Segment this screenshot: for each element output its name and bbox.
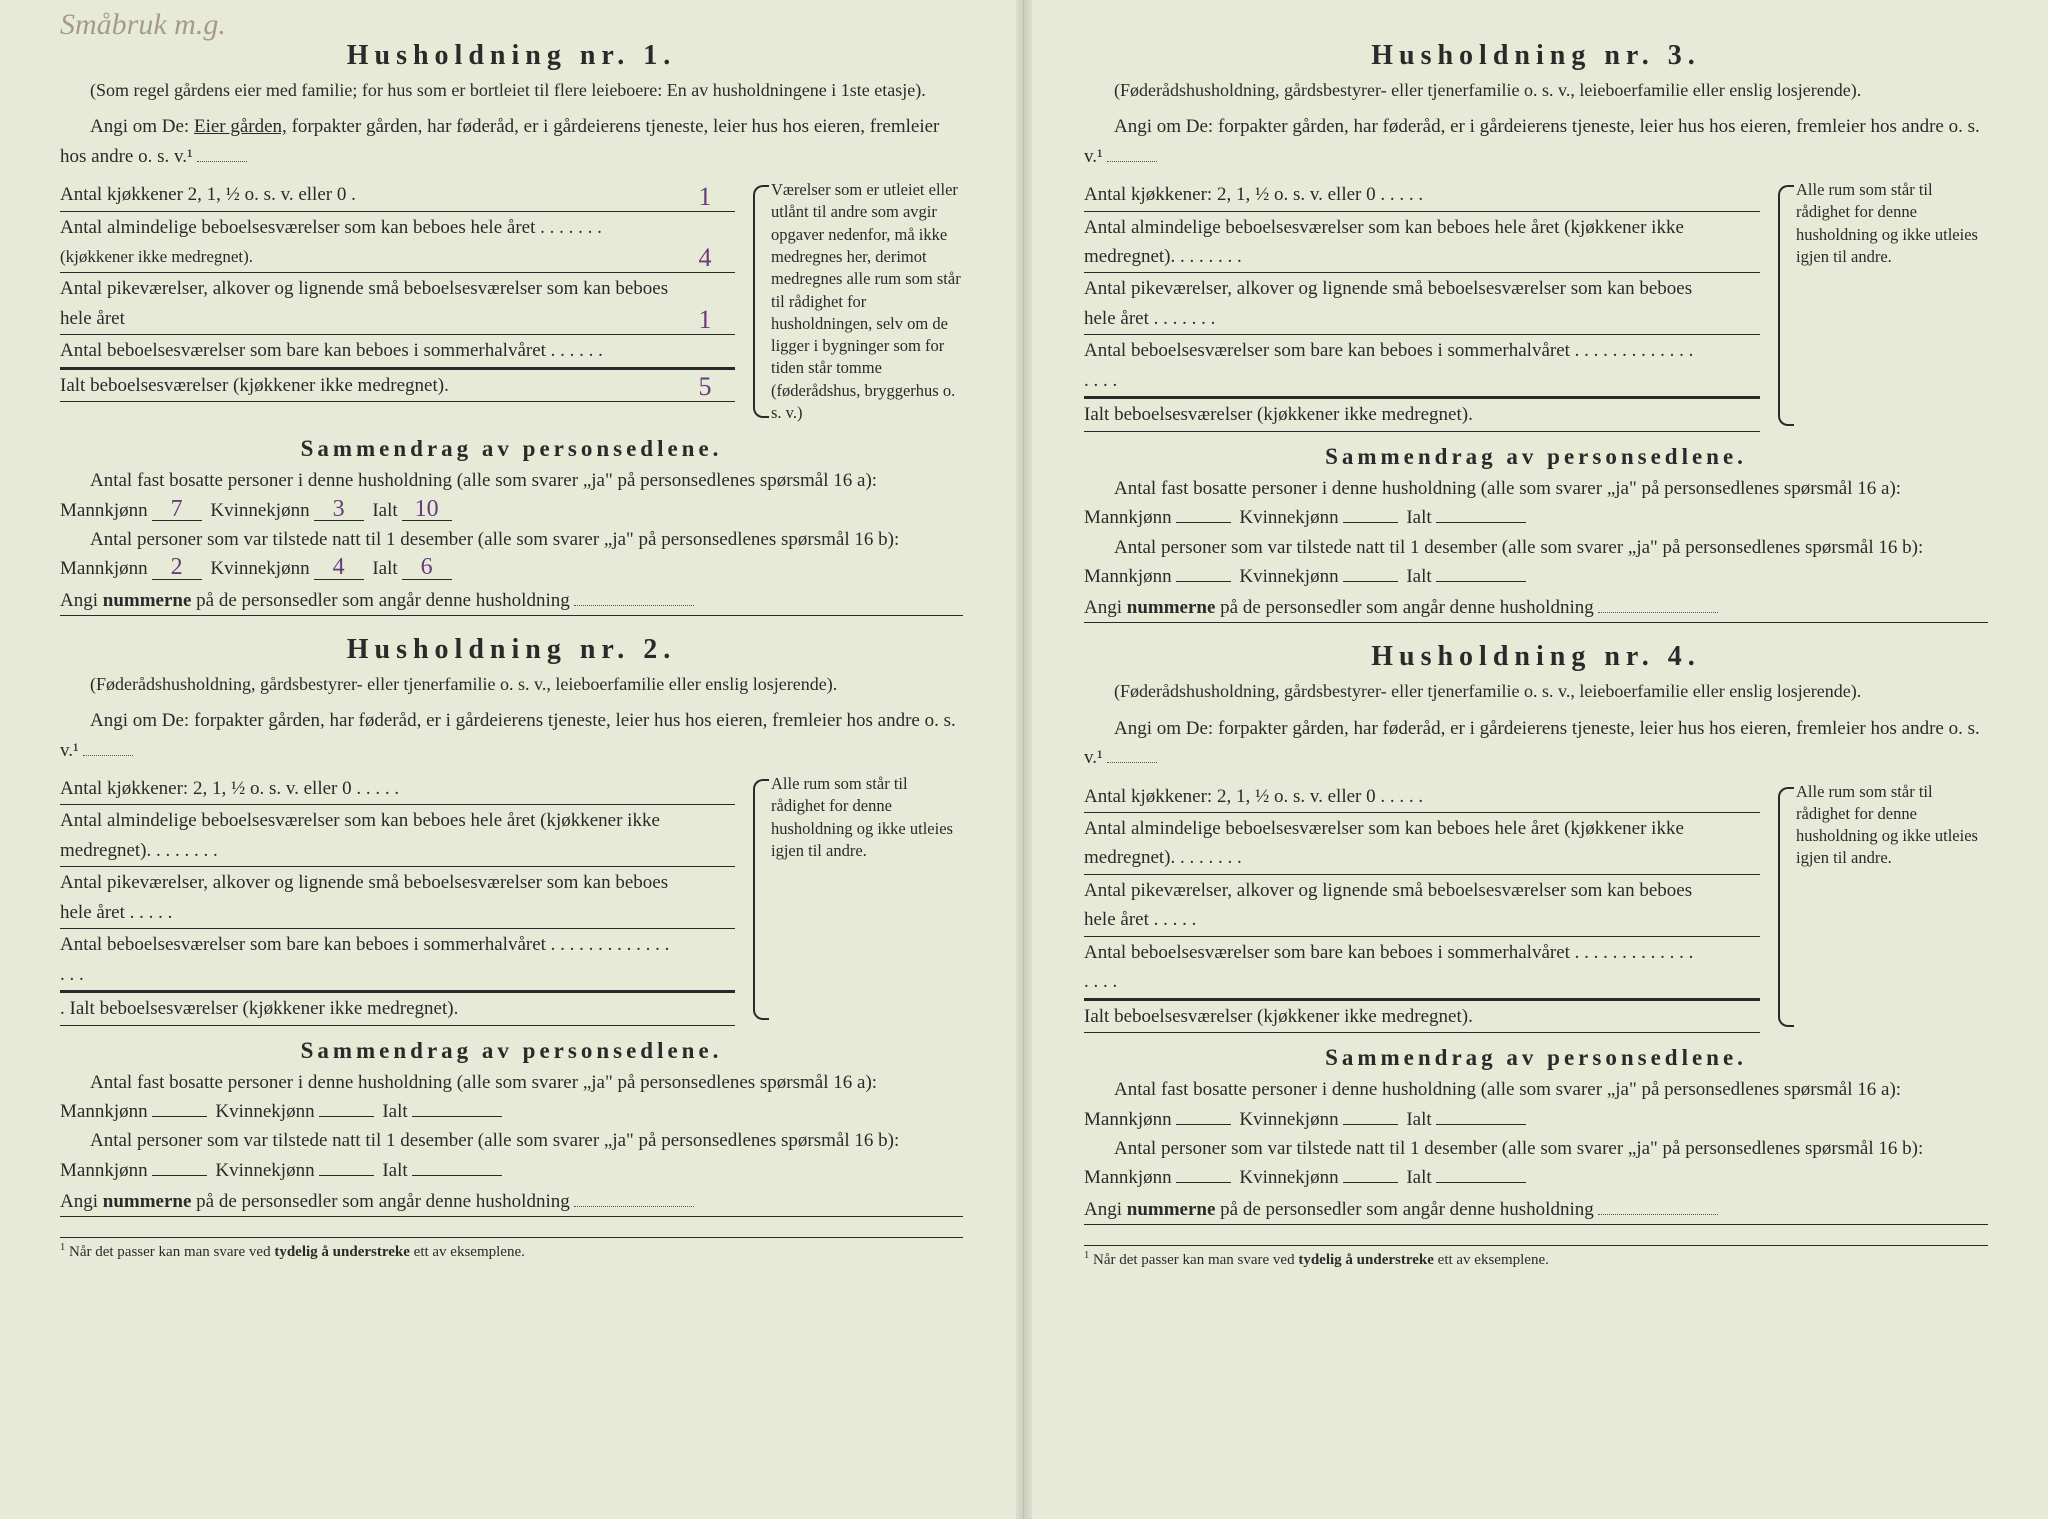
row-maid-rooms: Antal pikeværelser, alkover og lignende … <box>60 867 735 929</box>
household-3-title: Husholdning nr. 3. <box>1084 40 1988 72</box>
ialt-16b: 6 <box>402 557 452 580</box>
angi-fill <box>197 161 247 162</box>
row-ordinary-rooms: Antal almindelige beboelsesværelser som … <box>1084 813 1760 875</box>
row-ordinary-rooms: Antal almindelige beboelsesværelser som … <box>1084 212 1760 274</box>
summary-heading: Sammendrag av personsedlene. <box>60 1038 963 1064</box>
side-note: Alle rum som står til rådighet for denne… <box>1778 179 1988 432</box>
row-label: Ialt beboelsesværelser (kjøkkener ikke m… <box>60 371 675 400</box>
row-kitchens: Antal kjøkkener 2, 1, ½ o. s. v. eller 0… <box>60 179 735 211</box>
footnote-right: 1 Når det passer kan man svare ved tydel… <box>1084 1245 1988 1269</box>
row-total: Ialt beboelsesværelser (kjøkkener ikke m… <box>60 368 735 402</box>
household-1-title: Husholdning nr. 1. <box>60 40 963 72</box>
row-total: Ialt beboelsesværelser (kjøkkener ikke m… <box>1084 999 1760 1033</box>
angi-nummerne: Angi nummerne på de personsedler som ang… <box>60 1191 963 1217</box>
household-4-subtitle: (Føderådshusholdning, gårdsbestyrer- ell… <box>1084 679 1988 703</box>
household-1-subtitle: (Som regel gårdens eier med familie; for… <box>60 78 963 102</box>
summary-heading: Sammendrag av personsedlene. <box>1084 444 1988 470</box>
household-2-rows: Antal kjøkkener: 2, 1, ½ o. s. v. eller … <box>60 773 963 1026</box>
summary-16a: Antal fast bosatte personer i denne hush… <box>1084 474 1988 533</box>
kvinne-16b: 4 <box>314 557 364 580</box>
household-4-angi: Angi om De: forpakter gården, har føderå… <box>1084 714 1988 773</box>
household-3-rows: Antal kjøkkener: 2, 1, ½ o. s. v. eller … <box>1084 179 1988 432</box>
rows-container: Antal kjøkkener 2, 1, ½ o. s. v. eller 0… <box>60 179 735 424</box>
row-label: Antal almindelige beboelsesværelser som … <box>60 213 675 272</box>
angi-rest: forpakter gården, har føderåd, er i gård… <box>60 116 939 166</box>
household-4: Husholdning nr. 4. (Føderådshusholdning,… <box>1084 641 1988 1224</box>
side-note: Alle rum som står til rådighet for denne… <box>753 773 963 1026</box>
summary-heading: Sammendrag av personsedlene. <box>60 436 963 462</box>
household-4-title: Husholdning nr. 4. <box>1084 641 1988 673</box>
row-kitchens: Antal kjøkkener: 2, 1, ½ o. s. v. eller … <box>60 773 735 805</box>
row-value: 1 <box>675 307 735 333</box>
household-1: Husholdning nr. 1. (Som regel gårdens ei… <box>60 40 963 616</box>
mann-16b: 2 <box>152 557 202 580</box>
angi-nummerne: Angi nummerne på de personsedler som ang… <box>1084 597 1988 623</box>
right-page: Husholdning nr. 3. (Føderådshusholdning,… <box>1024 0 2048 1519</box>
summary-16a: Antal fast bosatte personer i denne hush… <box>1084 1075 1988 1134</box>
angi-prefix: Angi om De: <box>90 116 189 137</box>
left-page: Småbruk m.g. Husholdning nr. 1. (Som reg… <box>0 0 1024 1519</box>
household-1-rows: Antal kjøkkener 2, 1, ½ o. s. v. eller 0… <box>60 179 963 424</box>
row-kitchens: Antal kjøkkener: 2, 1, ½ o. s. v. eller … <box>1084 781 1760 813</box>
summary-16a: Antal fast bosatte personer i denne hush… <box>60 1068 963 1127</box>
row-label: Antal kjøkkener 2, 1, ½ o. s. v. eller 0… <box>60 180 675 209</box>
kvinne-16a: 3 <box>314 499 364 522</box>
row-value: 5 <box>675 374 735 400</box>
row-label: Antal pikeværelser, alkover og lignende … <box>60 274 675 333</box>
row-maid-rooms: Antal pikeværelser, alkover og lignende … <box>1084 273 1760 335</box>
row-ordinary-rooms: Antal almindelige beboelsesværelser som … <box>60 212 735 274</box>
row-summer-rooms: Antal beboelsesværelser som bare kan beb… <box>60 929 735 991</box>
row-maid-rooms: Antal pikeværelser, alkover og lignende … <box>1084 875 1760 937</box>
mann-16a: 7 <box>152 499 202 522</box>
row-maid-rooms: Antal pikeværelser, alkover og lignende … <box>60 273 735 335</box>
summary-heading: Sammendrag av personsedlene. <box>1084 1045 1988 1071</box>
angi-nummerne: Angi nummerne på de personsedler som ang… <box>1084 1199 1988 1225</box>
angi-nummerne: Angi nummerne på de personsedler som ang… <box>60 590 963 616</box>
row-summer-rooms: Antal beboelsesværelser som bare kan beb… <box>60 335 735 367</box>
household-2-subtitle: (Føderådshusholdning, gårdsbestyrer- ell… <box>60 672 963 696</box>
row-kitchens: Antal kjøkkener: 2, 1, ½ o. s. v. eller … <box>1084 179 1760 211</box>
household-2-title: Husholdning nr. 2. <box>60 634 963 666</box>
row-total: Ialt beboelsesværelser (kjøkkener ikke m… <box>1084 397 1760 431</box>
household-2-angi: Angi om De: forpakter gården, har føderå… <box>60 706 963 765</box>
rows-container: Antal kjøkkener: 2, 1, ½ o. s. v. eller … <box>1084 781 1760 1034</box>
summary-16a: Antal fast bosatte personer i denne hush… <box>60 466 963 525</box>
row-summer-rooms: Antal beboelsesværelser som bare kan beb… <box>1084 937 1760 999</box>
angi-underlined: Eier gården, <box>194 116 287 137</box>
row-value: 1 <box>675 184 735 210</box>
row-ordinary-rooms: Antal almindelige beboelsesværelser som … <box>60 805 735 867</box>
row-label: Antal beboelsesværelser som bare kan beb… <box>60 336 675 365</box>
rows-container: Antal kjøkkener: 2, 1, ½ o. s. v. eller … <box>1084 179 1760 432</box>
household-4-rows: Antal kjøkkener: 2, 1, ½ o. s. v. eller … <box>1084 781 1988 1034</box>
angi-prefix: Angi om De: <box>90 710 189 731</box>
side-note: Værelser som er utleiet eller utlånt til… <box>753 179 963 424</box>
summary-16b: Antal personer som var tilstede natt til… <box>60 525 963 584</box>
handwriting-annotation: Småbruk m.g. <box>60 10 226 40</box>
household-3: Husholdning nr. 3. (Føderådshusholdning,… <box>1084 40 1988 623</box>
angi-rest: forpakter gården, har føderåd, er i gård… <box>60 710 956 760</box>
row-total: . Ialt beboelsesværelser (kjøkkener ikke… <box>60 991 735 1025</box>
household-2: Husholdning nr. 2. (Føderådshusholdning,… <box>60 634 963 1217</box>
ialt-16a: 10 <box>402 499 452 522</box>
side-note: Alle rum som står til rådighet for denne… <box>1778 781 1988 1034</box>
summary-16b: Antal personer som var tilstede natt til… <box>1084 533 1988 592</box>
household-3-subtitle: (Føderådshusholdning, gårdsbestyrer- ell… <box>1084 78 1988 102</box>
row-summer-rooms: Antal beboelsesværelser som bare kan beb… <box>1084 335 1760 397</box>
rows-container: Antal kjøkkener: 2, 1, ½ o. s. v. eller … <box>60 773 735 1026</box>
household-3-angi: Angi om De: forpakter gården, har føderå… <box>1084 112 1988 171</box>
household-1-angi: Angi om De: Eier gården, forpakter gårde… <box>60 112 963 171</box>
footnote-left: 1 Når det passer kan man svare ved tydel… <box>60 1237 963 1261</box>
summary-16b: Antal personer som var tilstede natt til… <box>1084 1134 1988 1193</box>
row-value: 4 <box>675 245 735 271</box>
summary-16b: Antal personer som var tilstede natt til… <box>60 1126 963 1185</box>
